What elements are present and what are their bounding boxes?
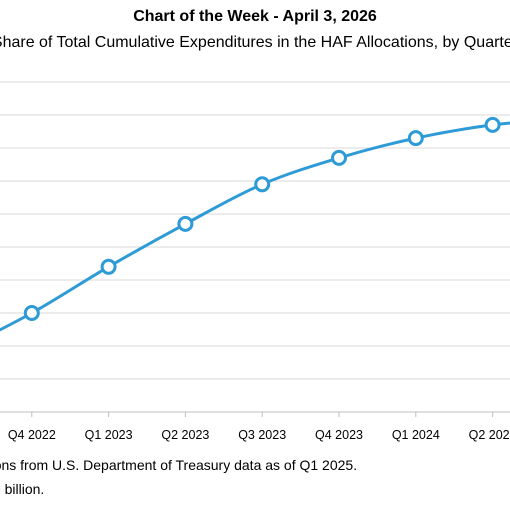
gridlines: [0, 81, 510, 380]
data-point: [407, 130, 424, 147]
data-point: [177, 215, 194, 232]
data-point: [254, 176, 271, 193]
chart-title: Chart of the Week - April 3, 2026: [133, 8, 377, 25]
chart-subtitle: Share of Total Cumulative Expenditures i…: [0, 34, 510, 51]
data-point: [100, 258, 117, 275]
data-point: [331, 149, 347, 166]
x-tick-label: Q3 2023: [238, 428, 286, 442]
data-point: [23, 305, 40, 321]
data-point: [484, 116, 501, 133]
x-tick-label: Q1 2024: [392, 428, 440, 442]
x-tick-label: Q4 2022: [8, 428, 56, 442]
x-tick-label: Q1 2023: [85, 428, 133, 442]
source-note: Calculations from U.S. Department of Tre…: [0, 457, 358, 473]
x-tick-label: Q2 2024: [469, 428, 510, 442]
total-note: Total: $10 billion.: [0, 481, 45, 497]
series-line: [0, 121, 510, 332]
data-points: [23, 116, 501, 321]
x-tick-label: Q4 2023: [315, 428, 363, 442]
series-line-layer: [0, 121, 510, 332]
x-tick-label: Q2 2023: [161, 428, 209, 442]
